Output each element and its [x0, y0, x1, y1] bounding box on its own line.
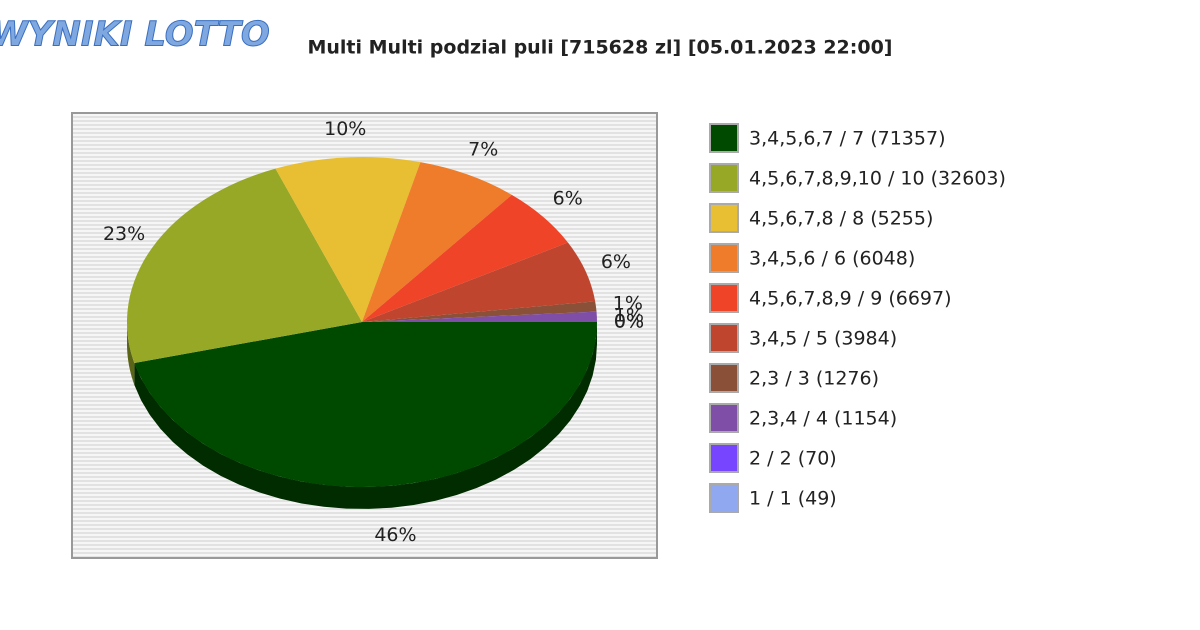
slice-label: 6% [553, 187, 583, 209]
legend-label: 4,5,6,7,8,9 / 9 (6697) [749, 288, 952, 310]
legend-label: 4,5,6,7,8 / 8 (5255) [749, 208, 933, 230]
slice [134, 322, 598, 488]
legend-label: 4,5,6,7,8,9,10 / 10 (32603) [749, 168, 1006, 190]
legend-label: 2,3,4 / 4 (1154) [749, 408, 897, 430]
legend-swatch [709, 283, 739, 313]
chart-title: Multi Multi podzial puli [715628 zl] [05… [307, 37, 892, 59]
legend-label: 3,4,5,6 / 6 (6048) [749, 248, 915, 270]
slice-side [127, 322, 135, 386]
slice [362, 194, 568, 322]
legend-swatch [709, 403, 739, 433]
slice [362, 311, 597, 322]
slice [362, 301, 597, 322]
legend-swatch [709, 203, 739, 233]
legend-swatch [709, 483, 739, 513]
slice-label: 0% [614, 311, 644, 333]
legend-label: 1 / 1 (49) [749, 488, 837, 510]
slice [362, 162, 512, 322]
slice [275, 157, 421, 322]
slice-label: 6% [601, 251, 631, 273]
slice [362, 242, 596, 322]
legend-swatch [709, 243, 739, 273]
slice-label: 0% [614, 311, 644, 333]
slice-label: 7% [468, 139, 498, 161]
slice-label: 1% [613, 292, 643, 314]
slice-label: 23% [103, 223, 145, 245]
legend-label: 3,4,5,6,7 / 7 (71357) [749, 128, 945, 150]
slice-label: 46% [374, 524, 416, 546]
slice-label: 10% [324, 118, 366, 140]
legend-swatch [709, 123, 739, 153]
slice-label: 1% [614, 304, 644, 326]
logo: WYNIKI LOTTO [0, 15, 270, 55]
legend-label: 2 / 2 (70) [749, 448, 837, 470]
legend-swatch [709, 363, 739, 393]
legend-swatch [709, 443, 739, 473]
legend-swatch [709, 323, 739, 353]
slice [126, 168, 363, 364]
legend-swatch [709, 163, 739, 193]
legend-label: 3,4,5 / 5 (3984) [749, 328, 897, 350]
legend-label: 2,3 / 3 (1276) [749, 368, 879, 390]
